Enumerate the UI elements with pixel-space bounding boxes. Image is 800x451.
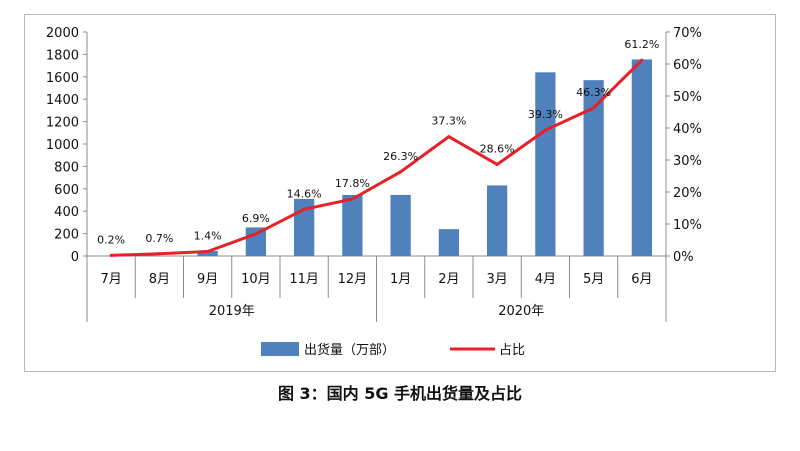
group-label-1: 2020年 (498, 304, 544, 319)
share-data-label-9: 39.3% (528, 108, 563, 121)
share-point-2 (206, 250, 210, 254)
category-label-1: 8月 (149, 272, 170, 287)
bar-11 (631, 59, 653, 256)
share-data-label-0: 0.2% (97, 233, 125, 246)
left-axis-tick-label: 1800 (46, 48, 79, 63)
right-axis-tick-label: 40% (673, 122, 702, 137)
category-label-4: 11月 (289, 272, 319, 287)
share-point-3 (254, 232, 258, 236)
share-point-4 (302, 207, 306, 211)
right-axis-tick-label: 50% (673, 90, 702, 105)
share-point-8 (495, 162, 499, 166)
bar-2 (197, 250, 218, 256)
share-line (111, 59, 643, 257)
left-axis-tick-label: 600 (54, 183, 79, 198)
left-axis-tick-label: 2000 (46, 26, 79, 41)
bar-7 (438, 229, 460, 256)
left-axis-tick-label: 1600 (46, 71, 79, 86)
bar-5 (342, 194, 363, 256)
left-axis-tick-label: 1000 (46, 138, 79, 153)
group-label-0: 2019年 (209, 304, 255, 319)
category-label-2: 9月 (197, 272, 218, 287)
category-label-9: 4月 (535, 272, 556, 287)
share-point-0 (109, 253, 113, 257)
right-axis-tick-label: 70% (673, 26, 702, 41)
right-axis-tick-label: 20% (673, 186, 702, 201)
share-data-label-2: 1.4% (194, 230, 222, 243)
right-axis-tick-label: 10% (673, 218, 702, 233)
share-data-label-7: 37.3% (431, 115, 466, 128)
share-data-label-3: 6.9% (242, 212, 270, 225)
right-axis-tick-label: 0% (673, 250, 694, 265)
share-point-9 (543, 128, 547, 132)
category-label-11: 6月 (631, 272, 652, 287)
bar-10 (583, 80, 604, 256)
share-data-label-4: 14.6% (287, 187, 322, 200)
share-point-6 (399, 170, 403, 174)
legend-bar-label: 出货量（万部） (304, 342, 395, 358)
share-data-label-6: 26.3% (383, 150, 418, 163)
chart-caption: 图 3：国内 5G 手机出货量及占比 (277, 384, 523, 403)
category-label-10: 5月 (583, 272, 604, 287)
share-data-label-10: 46.3% (576, 86, 611, 99)
category-label-5: 12月 (338, 272, 368, 287)
left-axis-tick-label: 200 (54, 228, 79, 243)
legend-line-label: 占比 (499, 343, 525, 358)
share-data-label-1: 0.7% (145, 232, 173, 245)
share-data-label-11: 61.2% (624, 38, 659, 51)
share-data-label-5: 17.8% (335, 177, 370, 190)
bar-8 (486, 185, 508, 256)
share-point-5 (350, 197, 354, 201)
share-data-label-8: 28.6% (480, 142, 515, 155)
right-axis-tick-label: 60% (673, 58, 702, 73)
left-axis-tick-label: 1200 (46, 116, 79, 131)
category-label-0: 7月 (100, 272, 121, 287)
category-label-6: 1月 (390, 272, 411, 287)
combo-chart: 0 200 400 600 800 1000 1200 1400 1600 1800 2000 0% 1… (46, 26, 702, 358)
bar-6 (390, 194, 411, 256)
chart-frame: 0 200 400 600 800 1000 1200 1400 1600 1800 2000 0% 1… (24, 14, 776, 372)
category-label-3: 10月 (241, 272, 271, 287)
share-point-10 (592, 106, 596, 110)
share-point-1 (157, 252, 161, 256)
bar-9 (535, 72, 556, 256)
left-axis-tick-label: 800 (54, 160, 79, 175)
share-point-7 (447, 135, 451, 139)
right-axis-tick-label: 30% (673, 154, 702, 169)
left-axis-tick-label: 0 (71, 250, 79, 265)
left-axis-tick-label: 400 (54, 205, 79, 220)
left-axis-tick-label: 1400 (46, 93, 79, 108)
share-point-11 (640, 58, 644, 62)
legend-bar-swatch (261, 342, 299, 356)
category-label-7: 2月 (438, 272, 459, 287)
category-label-8: 3月 (486, 272, 507, 287)
